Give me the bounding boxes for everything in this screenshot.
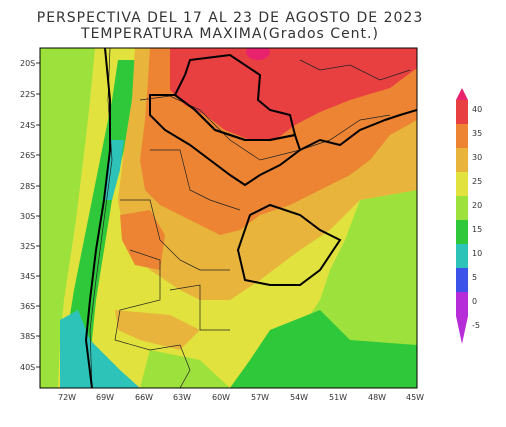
lon-label: 66W: [135, 393, 153, 402]
legend-level-label: 40: [472, 105, 482, 114]
field-25-30-patagonia: [115, 310, 200, 350]
legend-arrow-bottom: [456, 316, 468, 344]
legend-arrow-top: [456, 88, 468, 100]
legend-level-label: 35: [472, 129, 482, 138]
field-5-10-south: [60, 310, 140, 388]
field-over-40: [246, 48, 270, 60]
lat-label: 32S: [20, 242, 35, 251]
axis-ticks: [36, 62, 40, 368]
map-title-line2: TEMPERATURA MAXIMA(Grados Cent.): [81, 26, 379, 42]
lon-label: 54W: [290, 393, 308, 402]
legend-level-label: 0: [472, 297, 477, 306]
lon-label: 60W: [212, 393, 230, 402]
field-30-35-west: [120, 210, 165, 270]
lat-label: 34S: [20, 272, 35, 281]
legend-swatch: [456, 148, 468, 172]
lat-label: 24S: [20, 121, 35, 130]
lat-label: 40S: [20, 363, 35, 372]
legend-level-label: 25: [472, 177, 482, 186]
country-borders: [84, 48, 417, 388]
map-frame: [39, 47, 418, 389]
legend-swatch: [456, 124, 468, 148]
province-borders: [89, 48, 411, 388]
legend-swatch: [456, 292, 468, 316]
lon-label: 48W: [368, 393, 386, 402]
border-brazil-coast: [299, 109, 417, 151]
lon-label: 63W: [173, 393, 191, 402]
legend-level-label: 30: [472, 153, 482, 162]
lat-label: 20S: [20, 59, 35, 68]
legend-level-label: -5: [472, 321, 480, 330]
field-15-20-pacific: [40, 48, 95, 388]
lat-labels: 20S 22S 24S 26S 28S 30S 32S 34S 36S 38S …: [20, 59, 35, 372]
lon-label: 72W: [58, 393, 76, 402]
border-chile-argentina: [84, 48, 111, 388]
legend-level-label: 5: [472, 273, 477, 282]
lat-label: 38S: [20, 332, 35, 341]
legend-swatch: [456, 244, 468, 268]
map-title-line1: PERSPECTIVA DEL 17 AL 23 DE AGOSTO DE 20…: [36, 10, 424, 26]
lon-label: 51W: [329, 393, 347, 402]
lat-label: 28S: [20, 182, 35, 191]
lat-label: 30S: [20, 212, 35, 221]
lat-label: 22S: [20, 90, 35, 99]
legend-level-label: 10: [472, 249, 482, 258]
lon-label: 69W: [96, 393, 114, 402]
lon-labels: 72W 69W 66W 63W 60W 57W 54W 51W 48W 45W: [58, 393, 424, 402]
lat-label: 26S: [20, 151, 35, 160]
legend-swatch: [456, 100, 468, 124]
legend-level-label: 20: [472, 201, 482, 210]
map-field: [40, 48, 417, 388]
lon-label: 57W: [251, 393, 269, 402]
color-legend: 40 35 30 25 20 15 10 5 0 -5: [456, 88, 482, 344]
border-uruguay: [236, 203, 342, 286]
field-35-40: [170, 48, 417, 140]
border-bolivia-paraguay: [149, 94, 302, 187]
legend-swatch: [456, 268, 468, 292]
legend-swatch: [456, 220, 468, 244]
legend-swatch: [456, 196, 468, 220]
legend-level-label: 15: [472, 225, 482, 234]
field-15-20-south: [140, 350, 230, 388]
legend-swatch: [456, 172, 468, 196]
lon-label: 45W: [406, 393, 424, 402]
lat-label: 36S: [20, 302, 35, 311]
field-10-15-sea: [230, 310, 417, 388]
